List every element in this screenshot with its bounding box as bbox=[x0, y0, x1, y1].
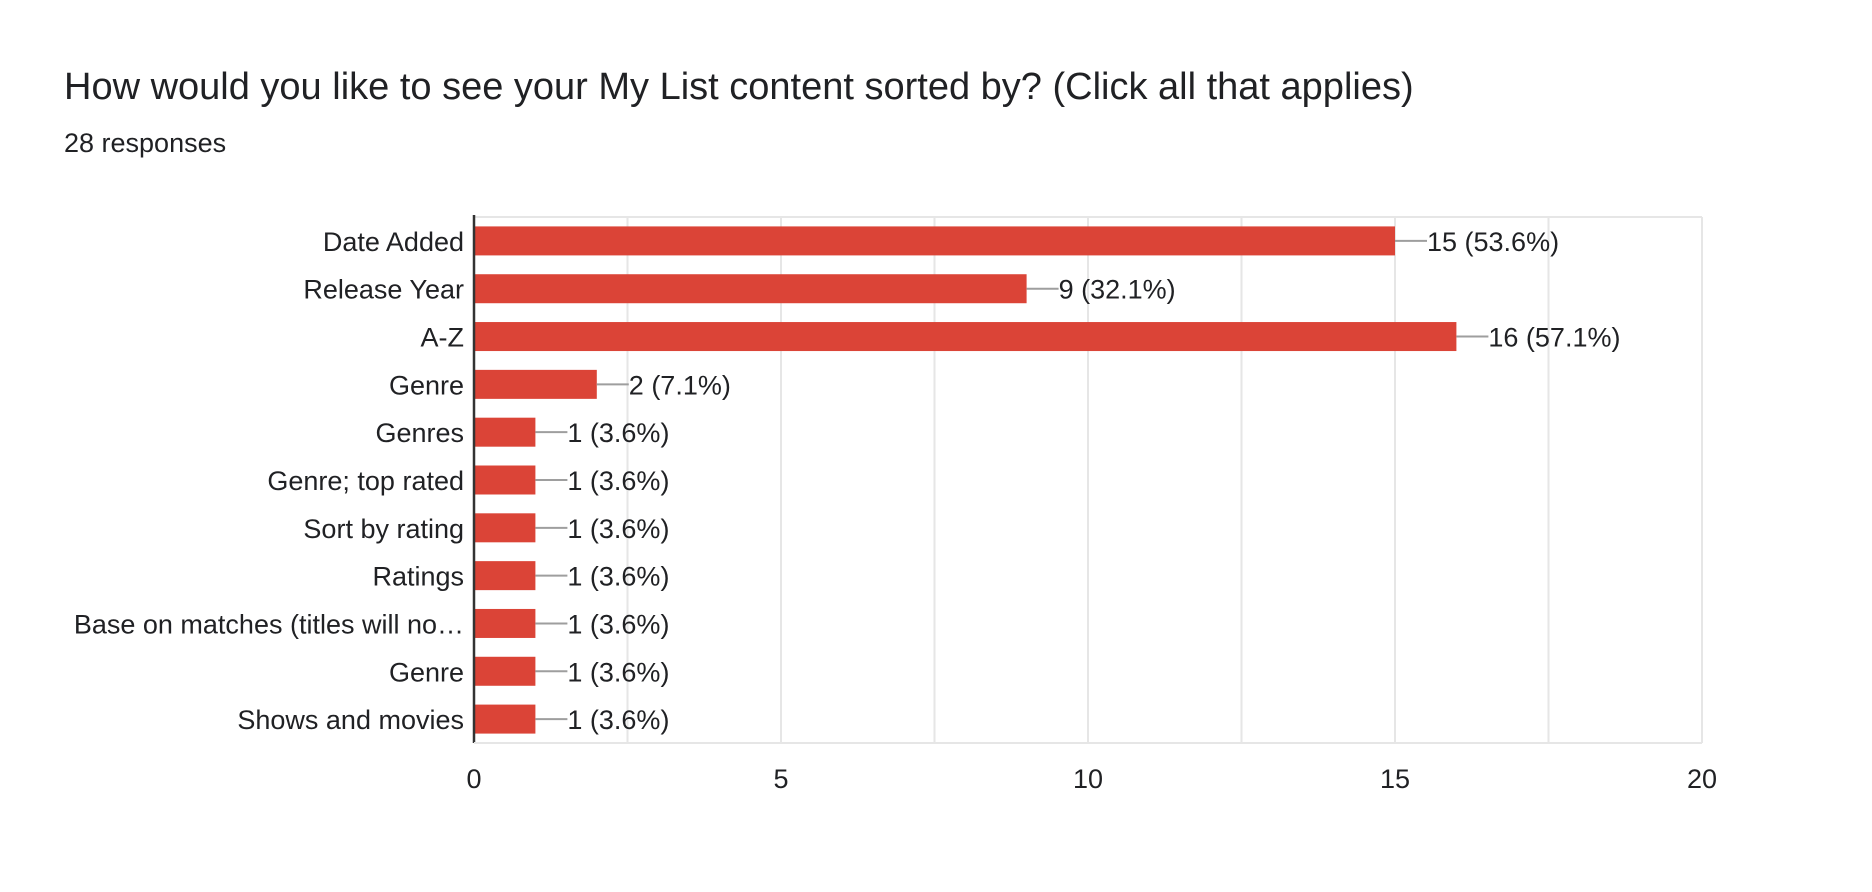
bar bbox=[474, 369, 597, 399]
category-label: Genre bbox=[389, 370, 464, 400]
bar bbox=[474, 608, 536, 638]
category-label: Genre; top rated bbox=[267, 466, 464, 496]
bar bbox=[474, 417, 536, 447]
chart-title: How would you like to see your My List c… bbox=[64, 66, 1414, 108]
bar bbox=[474, 274, 1027, 304]
x-tick-label: 0 bbox=[466, 764, 481, 794]
bar bbox=[474, 704, 536, 734]
data-label: 1 (3.6%) bbox=[567, 657, 669, 687]
data-label: 1 (3.6%) bbox=[567, 705, 669, 735]
x-tick-label: 5 bbox=[773, 764, 788, 794]
data-label: 2 (7.1%) bbox=[629, 370, 731, 400]
category-label: Shows and movies bbox=[237, 705, 464, 735]
category-label: A-Z bbox=[421, 323, 465, 353]
category-label: Sort by rating bbox=[303, 514, 464, 544]
bar bbox=[474, 561, 536, 591]
response-count: 28 responses bbox=[64, 128, 227, 158]
bar bbox=[474, 226, 1395, 256]
bar bbox=[474, 465, 536, 495]
category-label: Base on matches (titles will no… bbox=[74, 609, 464, 639]
category-label: Date Added bbox=[323, 227, 464, 257]
category-label: Release Year bbox=[303, 275, 464, 305]
data-label: 1 (3.6%) bbox=[567, 514, 669, 544]
x-tick-label: 20 bbox=[1687, 764, 1717, 794]
data-label: 1 (3.6%) bbox=[567, 562, 669, 592]
x-tick-label: 10 bbox=[1073, 764, 1103, 794]
bar bbox=[474, 656, 536, 686]
axes bbox=[472, 215, 1702, 744]
data-label: 1 (3.6%) bbox=[567, 418, 669, 448]
bar bbox=[474, 322, 1457, 352]
category-label: Ratings bbox=[372, 562, 464, 592]
data-label: 1 (3.6%) bbox=[567, 466, 669, 496]
data-label: 16 (57.1%) bbox=[1488, 323, 1620, 353]
data-label: 1 (3.6%) bbox=[567, 609, 669, 639]
data-label: 9 (32.1%) bbox=[1059, 275, 1176, 305]
x-tick-label: 15 bbox=[1380, 764, 1410, 794]
grid-lines bbox=[474, 216, 1703, 743]
category-label: Genres bbox=[375, 418, 464, 448]
data-label: 15 (53.6%) bbox=[1427, 227, 1559, 257]
category-label: Genre bbox=[389, 657, 464, 687]
bar bbox=[474, 513, 536, 543]
labels: 15 (53.6%) Date Added 9 (32.1%) Release Yea… bbox=[74, 227, 1717, 794]
bars bbox=[474, 226, 1489, 734]
